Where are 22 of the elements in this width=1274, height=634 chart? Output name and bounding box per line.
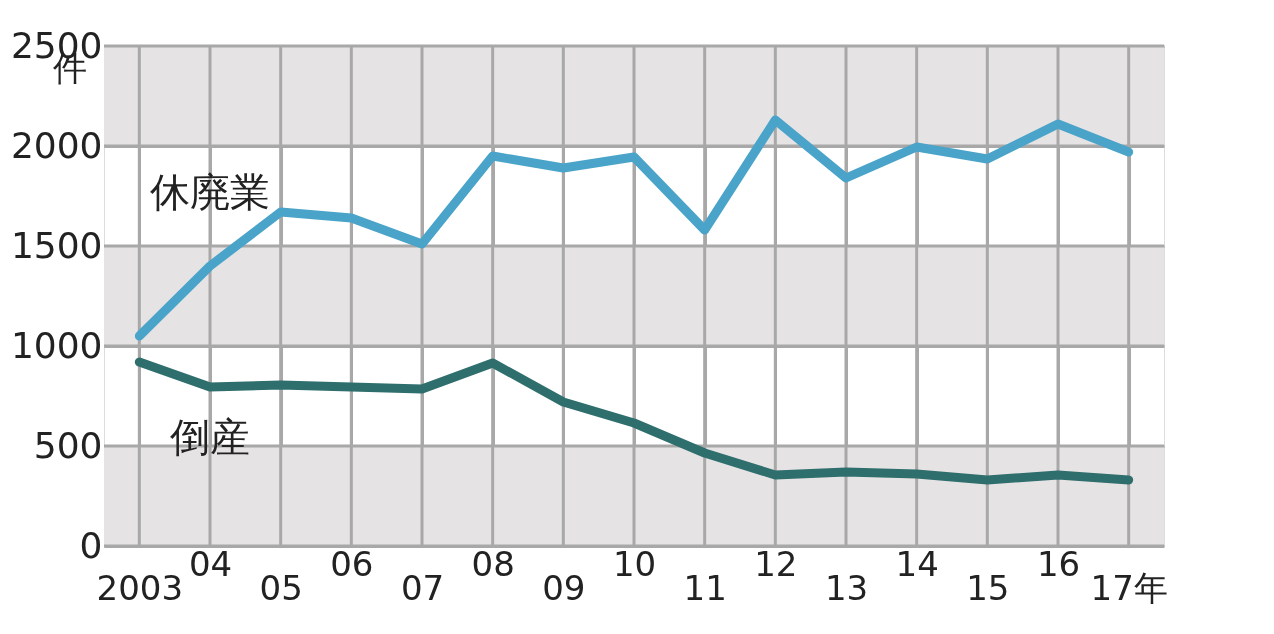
y-tick-label: 0 (79, 524, 103, 566)
y-tick-label: 1500 (10, 224, 103, 266)
x-tick-label: 2003 (96, 567, 184, 608)
x-tick-label: 15 (966, 567, 1010, 608)
x-tick-label: 14 (895, 543, 939, 584)
x-tick-label: 05 (259, 567, 303, 608)
x-tick-label: 04 (188, 543, 233, 584)
x-tick-label: 09 (542, 567, 586, 608)
x-tick-label: 12 (754, 543, 798, 584)
x-tick-label: 11 (683, 567, 727, 608)
x-tick-label: 08 (471, 543, 515, 584)
x-tick-label: 16 (1036, 543, 1081, 584)
x-tick-label: 17年 (1090, 567, 1168, 608)
x-tick-label: 06 (330, 543, 374, 584)
x-tick-label: 13 (824, 567, 869, 608)
y-tick-label: 500 (33, 424, 103, 466)
series-label: 倒産 (170, 414, 250, 460)
x-tick-label: 07 (400, 567, 445, 608)
x-tick-label: 10 (612, 543, 657, 584)
y-tick-label: 1000 (10, 324, 103, 366)
y-tick-label: 2000 (10, 124, 103, 166)
series-label: 休廃業 (150, 169, 270, 215)
